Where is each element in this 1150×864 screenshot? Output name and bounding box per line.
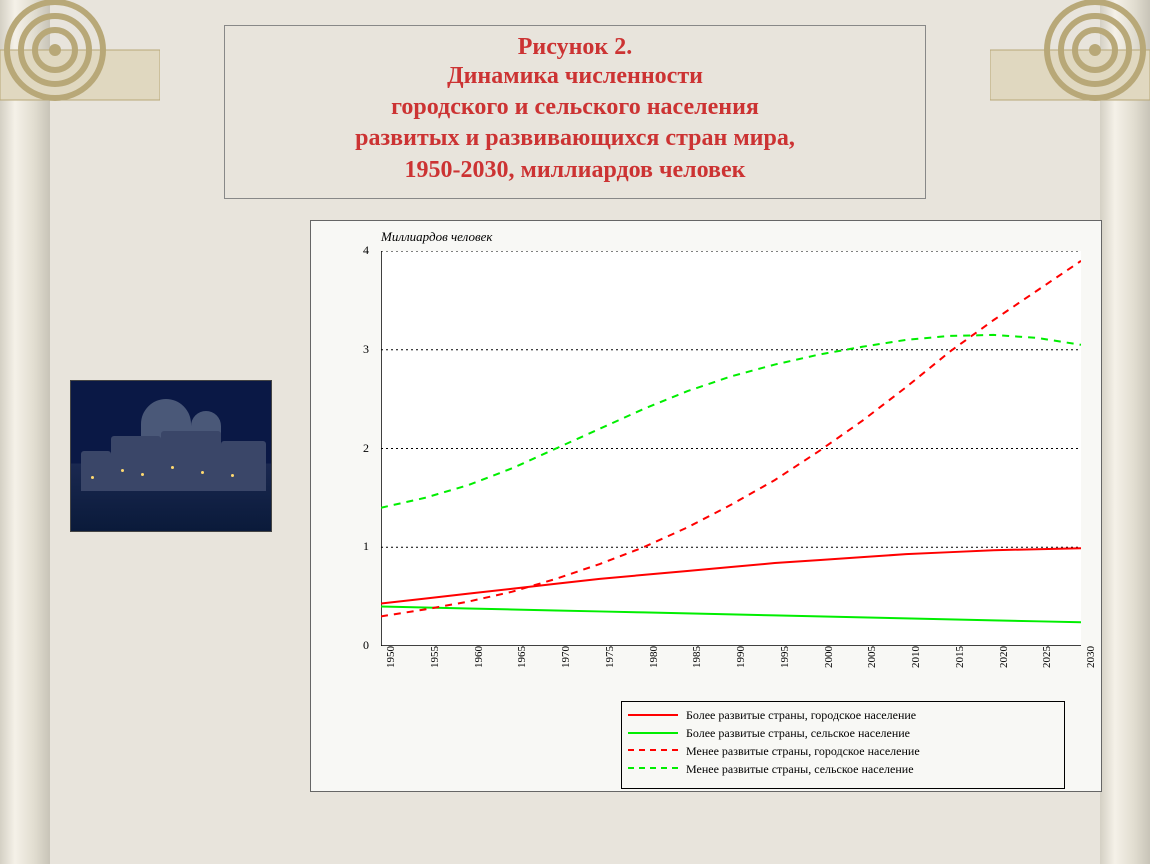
legend-label: Менее развитые страны, городское населен… (686, 744, 920, 759)
x-tick: 1950 (385, 646, 397, 686)
legend-swatch-icon (628, 732, 678, 734)
y-axis-label: Миллиардов человек (381, 229, 492, 245)
title-line-3: развитых и развивающихся стран мира, (245, 123, 905, 154)
figure-number: Рисунок 2. (245, 34, 905, 61)
x-tick: 1955 (429, 646, 441, 686)
x-tick: 1995 (779, 646, 791, 686)
x-tick: 2020 (998, 646, 1010, 686)
line-chart: Миллиардов человек 0 1 2 3 4 1950 1955 1960 196… (310, 220, 1102, 792)
legend-label: Более развитые страны, городское населен… (686, 708, 916, 723)
y-tick: 2 (329, 441, 369, 456)
legend-label: Менее развитые страны, сельское населени… (686, 762, 914, 777)
y-tick: 1 (329, 539, 369, 554)
legend-swatch-icon (628, 749, 678, 753)
legend-swatch-icon (628, 767, 678, 771)
x-tick: 2005 (866, 646, 878, 686)
title-line-2: городского и сельского населения (245, 92, 905, 123)
x-tick: 2010 (910, 646, 922, 686)
x-tick: 2000 (823, 646, 835, 686)
y-tick: 3 (329, 342, 369, 357)
legend-label: Более развитые страны, сельское населени… (686, 726, 910, 741)
y-tick: 4 (329, 243, 369, 258)
plot-svg (381, 251, 1081, 646)
decor-column-right (1100, 0, 1150, 864)
legend-item: Менее развитые страны, сельское населени… (628, 760, 1058, 778)
plot-area (381, 251, 1081, 646)
legend: Более развитые страны, городское населен… (621, 701, 1065, 789)
x-tick: 1990 (735, 646, 747, 686)
decor-column-left (0, 0, 50, 864)
title-line-1: Динамика численности (245, 61, 905, 92)
x-tick: 1960 (473, 646, 485, 686)
y-tick: 0 (329, 638, 369, 653)
legend-item: Более развитые страны, городское населен… (628, 706, 1058, 724)
x-tick: 1980 (648, 646, 660, 686)
x-tick: 2025 (1041, 646, 1053, 686)
x-tick: 1970 (560, 646, 572, 686)
side-photo-venice (70, 380, 272, 532)
x-tick: 2015 (954, 646, 966, 686)
slide-content: Рисунок 2. Динамика численности городско… (50, 0, 1100, 864)
x-tick: 2030 (1085, 646, 1097, 686)
title-line-4: 1950-2030, миллиардов человек (245, 155, 905, 186)
legend-item: Более развитые страны, сельское населени… (628, 724, 1058, 742)
legend-item: Менее развитые страны, городское населен… (628, 742, 1058, 760)
x-tick: 1965 (516, 646, 528, 686)
legend-swatch-icon (628, 714, 678, 716)
x-tick: 1975 (604, 646, 616, 686)
x-tick: 1985 (691, 646, 703, 686)
figure-title-box: Рисунок 2. Динамика численности городско… (224, 25, 926, 199)
